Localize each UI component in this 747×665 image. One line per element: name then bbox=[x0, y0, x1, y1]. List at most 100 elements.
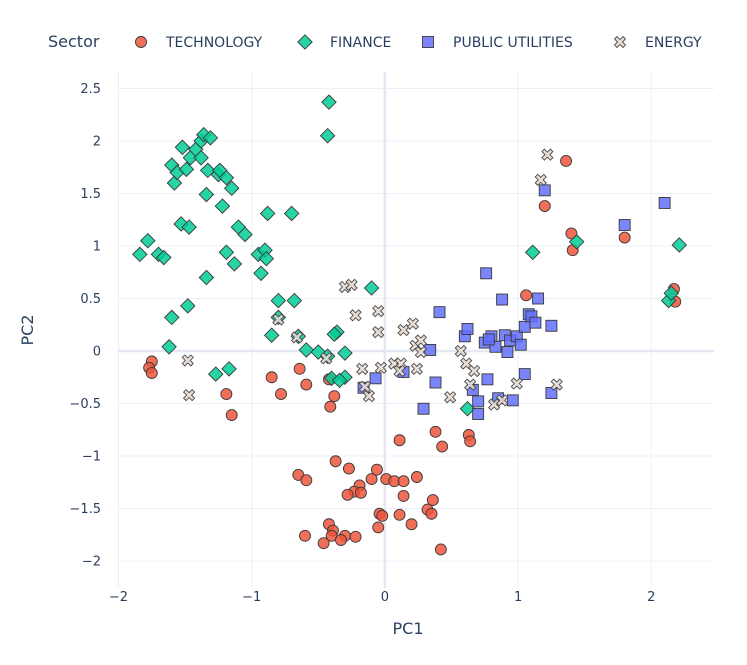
finance-point bbox=[140, 232, 156, 249]
energy-point bbox=[182, 388, 196, 402]
grid-lines bbox=[118, 72, 714, 588]
utilities-point bbox=[369, 372, 382, 385]
finance-point bbox=[258, 250, 275, 267]
x-tick-label: 2 bbox=[647, 590, 655, 605]
utilities-point bbox=[532, 292, 545, 305]
utilities-point bbox=[538, 184, 551, 197]
energy-point bbox=[374, 361, 388, 374]
energy-point bbox=[468, 364, 481, 378]
energy-point bbox=[460, 357, 473, 370]
utilities-point bbox=[529, 316, 542, 329]
energy-point bbox=[356, 362, 369, 375]
technology-point bbox=[329, 455, 342, 468]
technology-point bbox=[370, 463, 383, 476]
energy-point bbox=[358, 380, 372, 393]
x-tick-label: 0 bbox=[381, 590, 389, 605]
legend[interactable]: Sector TECHNOLOGY FINANCE PUBLIC UTILITIES… bbox=[48, 32, 702, 51]
technology-point bbox=[436, 440, 449, 453]
technology-point bbox=[538, 200, 551, 213]
energy-point bbox=[290, 331, 304, 344]
x-axis-title: PC1 bbox=[393, 619, 424, 638]
finance-point bbox=[198, 186, 215, 203]
energy-point bbox=[181, 354, 194, 367]
technology-point bbox=[300, 378, 313, 391]
finance-point bbox=[237, 226, 253, 243]
technology-point bbox=[225, 409, 238, 421]
utilities-point bbox=[480, 267, 493, 280]
energy-point bbox=[464, 378, 477, 391]
finance-point bbox=[319, 127, 336, 144]
finance-point bbox=[671, 237, 688, 253]
utilities-point bbox=[545, 319, 558, 332]
energy-point bbox=[534, 173, 547, 186]
legend-item-finance[interactable]: FINANCE bbox=[297, 34, 391, 51]
utilities-point bbox=[472, 395, 485, 408]
energy-point bbox=[541, 148, 554, 161]
finance-point bbox=[214, 198, 231, 214]
technology-point bbox=[342, 462, 355, 475]
x-tick-label: −1 bbox=[242, 590, 261, 605]
technology-point bbox=[293, 362, 306, 375]
plot-background bbox=[118, 72, 714, 588]
finance-point bbox=[178, 161, 195, 178]
utilities-point bbox=[489, 340, 502, 353]
utilities-point bbox=[496, 293, 509, 306]
technology-point bbox=[560, 154, 573, 167]
utilities-point bbox=[433, 306, 446, 319]
utilities-point bbox=[501, 346, 514, 358]
y-tick-label: −1 bbox=[82, 450, 101, 465]
technology-point bbox=[300, 474, 313, 487]
energy-point bbox=[495, 394, 509, 407]
finance-point bbox=[218, 169, 235, 186]
energy-point bbox=[414, 345, 427, 359]
energy-point bbox=[550, 378, 563, 391]
legend-item-public-utilities[interactable]: PUBLIC UTILITIES bbox=[422, 35, 573, 51]
technology-point bbox=[365, 473, 378, 486]
technology-point bbox=[410, 471, 423, 483]
y-axis-title: PC2 bbox=[18, 315, 37, 346]
finance-point bbox=[202, 130, 219, 146]
finance-point bbox=[132, 246, 148, 263]
technology-point bbox=[618, 231, 631, 244]
technology-point bbox=[425, 507, 438, 520]
technology-point bbox=[317, 537, 330, 550]
data-points bbox=[132, 94, 688, 556]
technology-point bbox=[434, 543, 447, 556]
technology-point bbox=[265, 371, 278, 384]
legend-marker bbox=[135, 36, 147, 48]
finance-point bbox=[263, 327, 280, 344]
finance-point bbox=[283, 205, 300, 222]
technology-point bbox=[520, 289, 533, 302]
technology-point bbox=[341, 488, 354, 501]
legend-label: TECHNOLOGY bbox=[165, 35, 263, 51]
utilities-point bbox=[417, 402, 430, 415]
legend-item-energy[interactable]: ENERGY bbox=[613, 35, 703, 51]
y-tick-label: 0.5 bbox=[80, 292, 101, 307]
energy-point bbox=[372, 304, 385, 318]
finance-point bbox=[363, 280, 380, 296]
technology-point bbox=[275, 388, 287, 400]
legend-item-technology[interactable]: TECHNOLOGY bbox=[135, 35, 263, 51]
finance-point bbox=[253, 265, 269, 282]
utilities-point bbox=[518, 368, 531, 381]
finance-point bbox=[326, 326, 343, 342]
utilities-point bbox=[618, 219, 631, 231]
technology-point bbox=[220, 388, 233, 400]
energy-point bbox=[272, 313, 285, 326]
finance-point bbox=[174, 139, 191, 156]
finance-point bbox=[221, 361, 237, 377]
utilities-point bbox=[472, 408, 485, 420]
finance-point bbox=[226, 256, 243, 272]
utilities-point bbox=[518, 320, 531, 333]
y-tick-labels: −2 −1.5 −1 −0.5 0 0.5 1 1.5 2 2.5 bbox=[69, 82, 101, 570]
finance-point bbox=[298, 342, 315, 358]
y-tick-label: 2 bbox=[93, 135, 101, 150]
energy-point bbox=[393, 364, 406, 378]
finance-point bbox=[198, 269, 215, 286]
y-tick-label: 0 bbox=[93, 345, 101, 360]
finance-point bbox=[321, 94, 337, 110]
finance-point bbox=[524, 244, 541, 261]
technology-point bbox=[334, 534, 347, 546]
technology-point bbox=[397, 475, 410, 488]
